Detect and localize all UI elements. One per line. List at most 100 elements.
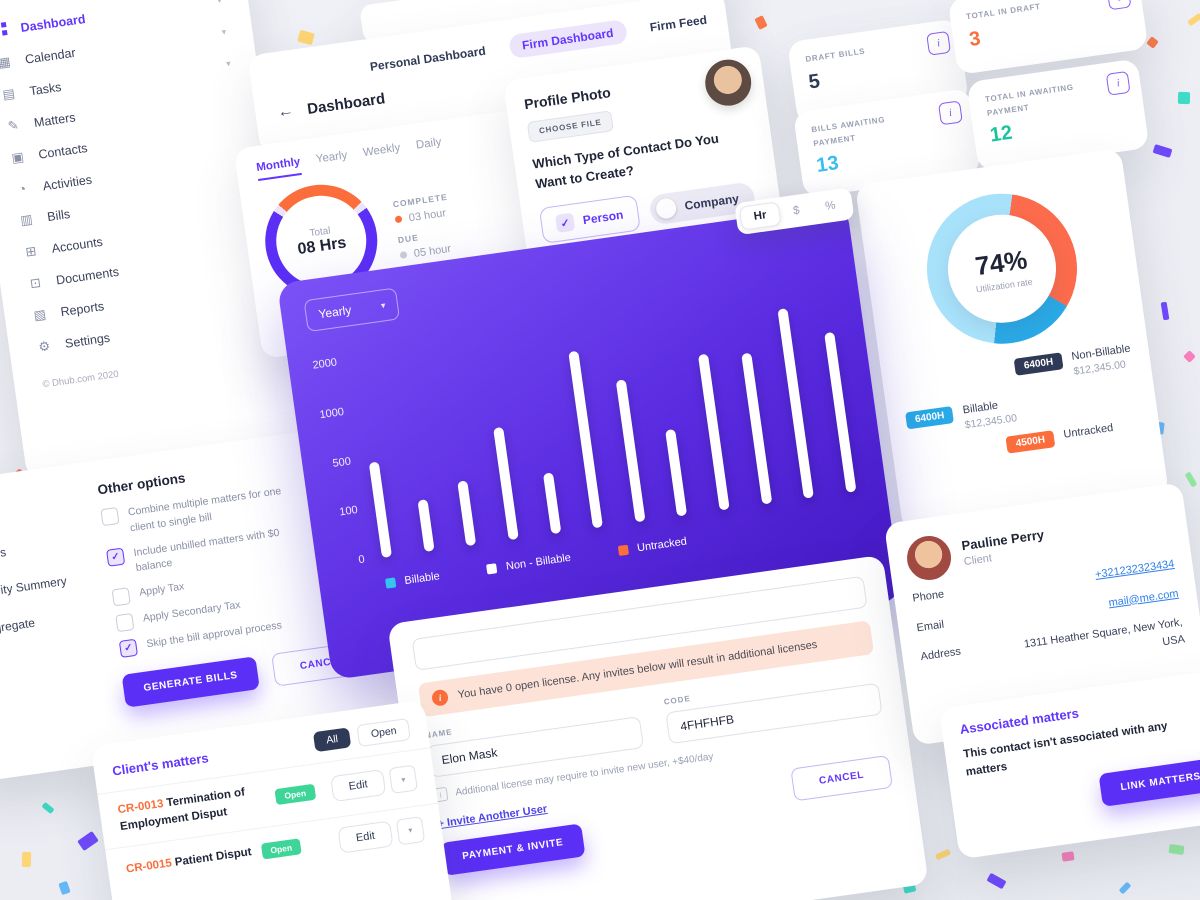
back-arrow-icon[interactable]: ← bbox=[276, 102, 295, 122]
bar bbox=[542, 472, 561, 535]
sidebar-item-label: Settings bbox=[64, 330, 111, 351]
confetti bbox=[754, 15, 768, 30]
list-item[interactable]: Activity Summery bbox=[0, 573, 68, 601]
confetti bbox=[986, 872, 1007, 890]
list-item[interactable]: Details bbox=[0, 544, 7, 564]
due-dot bbox=[399, 251, 408, 259]
matter-code: CR-0013 bbox=[116, 797, 165, 817]
reports-icon: ▧ bbox=[32, 306, 47, 323]
list-item[interactable]: Aggregate bbox=[0, 615, 36, 638]
y-axis-ticks: 2000 1000 500 100 0 bbox=[311, 356, 366, 567]
checkbox[interactable]: ✓ bbox=[100, 507, 120, 527]
avatar bbox=[904, 533, 954, 583]
email-link[interactable]: mail@me.com bbox=[1107, 587, 1180, 609]
info-icon[interactable]: i bbox=[926, 30, 952, 56]
cancel-button[interactable]: CANCEL bbox=[790, 754, 893, 802]
bar bbox=[568, 350, 604, 529]
client-matters-title: Client's matters bbox=[111, 749, 210, 779]
checkbox[interactable]: ✓ bbox=[115, 612, 135, 633]
chevron-down-icon[interactable]: ▾ bbox=[395, 815, 426, 845]
matters-icon: ✎ bbox=[6, 117, 20, 134]
edit-button[interactable]: Edit bbox=[337, 820, 394, 854]
filter-open-button[interactable]: Open bbox=[356, 718, 411, 747]
tab-firm-feed[interactable]: Firm Feed bbox=[649, 12, 708, 35]
matter-code: CR-0015 bbox=[125, 857, 173, 876]
chevron-down-icon[interactable]: ▾ bbox=[217, 0, 223, 6]
payment-invite-button[interactable]: PAYMENT & INVITE bbox=[440, 823, 586, 876]
confetti bbox=[1183, 350, 1196, 363]
bill-level-list: Level Details Activity Summery Aggregate bbox=[0, 486, 99, 686]
confetti bbox=[1118, 881, 1132, 895]
documents-icon: ⊡ bbox=[28, 274, 42, 292]
billable-legend-swatch bbox=[385, 577, 397, 589]
checkbox[interactable]: ✓ bbox=[118, 638, 139, 658]
bills-icon: ▥ bbox=[19, 211, 34, 228]
sidebar-item-label: Accounts bbox=[50, 234, 104, 256]
sidebar-item-label: Matters bbox=[33, 110, 77, 131]
donut-center-value: 08 Hrs bbox=[296, 233, 348, 258]
filter-all-button[interactable]: All bbox=[313, 727, 352, 753]
confetti bbox=[58, 880, 71, 896]
unit-percent-button[interactable]: % bbox=[811, 193, 850, 220]
unit-dollar-button[interactable]: $ bbox=[779, 198, 814, 224]
confetti bbox=[1177, 91, 1191, 105]
sidebar-item-label: Calendar bbox=[24, 45, 77, 67]
info-icon[interactable]: i bbox=[1105, 70, 1131, 96]
contacts-icon: ▣ bbox=[10, 148, 25, 166]
chevron-down-icon[interactable]: ▾ bbox=[388, 764, 419, 795]
bar bbox=[740, 352, 772, 505]
confetti bbox=[1146, 36, 1159, 49]
sidebar-item-label: Activities bbox=[41, 172, 93, 193]
utilization-card: 74% Utilization rate 6400H Non-Billable … bbox=[854, 148, 1170, 532]
confetti bbox=[1187, 12, 1200, 27]
settings-icon: ⚙ bbox=[37, 338, 52, 355]
tasks-icon: ▤ bbox=[1, 85, 16, 103]
page-title: Dashboard bbox=[306, 89, 387, 118]
sidebar-item-label: Contacts bbox=[37, 140, 89, 162]
confetti bbox=[1160, 301, 1170, 321]
status-badge: Open bbox=[274, 783, 317, 806]
list-item[interactable]: Level bbox=[0, 498, 76, 527]
bar bbox=[493, 426, 519, 541]
legend-due: DUE 05 hour bbox=[397, 231, 452, 260]
toggle-knob bbox=[654, 197, 678, 221]
calendar-icon: ▦ bbox=[0, 53, 12, 71]
bar-chart-plot: 2000 1000 500 100 0 bbox=[312, 293, 857, 566]
chevron-down-icon: ▾ bbox=[380, 299, 387, 311]
confetti bbox=[934, 848, 952, 861]
confetti bbox=[1061, 851, 1075, 862]
tab-daily[interactable]: Daily bbox=[415, 136, 443, 152]
bar bbox=[417, 499, 435, 553]
matter-name: Patient Disput bbox=[174, 846, 253, 869]
legend-complete: COMPLETE 03 hour bbox=[392, 191, 449, 224]
chevron-down-icon[interactable]: ▾ bbox=[225, 57, 232, 69]
matters-filter: All Open bbox=[313, 718, 411, 753]
confetti bbox=[1168, 844, 1185, 855]
unit-hr-button[interactable]: Hr bbox=[738, 201, 783, 231]
edit-button[interactable]: Edit bbox=[330, 769, 387, 803]
complete-dot bbox=[394, 215, 403, 224]
confetti bbox=[297, 29, 315, 46]
period-dropdown[interactable]: Yearly ▾ bbox=[303, 287, 401, 333]
bar bbox=[697, 353, 730, 511]
checkbox[interactable]: ✓ bbox=[111, 587, 131, 607]
hours-legend: COMPLETE 03 hour DUE 05 hour bbox=[391, 182, 457, 270]
untracked-legend-swatch bbox=[617, 544, 629, 556]
checkbox[interactable]: ✓ bbox=[105, 547, 126, 567]
address-value: 1311 Heather Square, New York, USA bbox=[1023, 616, 1186, 651]
invite-another-user-link[interactable]: + Invite Another User bbox=[436, 803, 548, 831]
status-badge: Open bbox=[260, 837, 302, 860]
sidebar-item-label: Documents bbox=[55, 264, 120, 288]
alert-icon: i bbox=[431, 688, 450, 707]
info-icon[interactable]: i bbox=[938, 100, 963, 126]
bar bbox=[615, 379, 646, 523]
link-matters-button[interactable]: LINK MATTERS bbox=[1098, 756, 1200, 807]
utilization-donut-chart: 74% Utilization rate bbox=[917, 183, 1087, 354]
bar bbox=[824, 331, 857, 493]
nonbillable-legend-swatch bbox=[486, 563, 498, 575]
chevron-down-icon[interactable]: ▾ bbox=[220, 25, 227, 37]
sidebar-item-label: Dashboard bbox=[19, 11, 87, 35]
dashboard-icon bbox=[0, 22, 10, 40]
utilization-percent: 74% bbox=[973, 243, 1029, 281]
